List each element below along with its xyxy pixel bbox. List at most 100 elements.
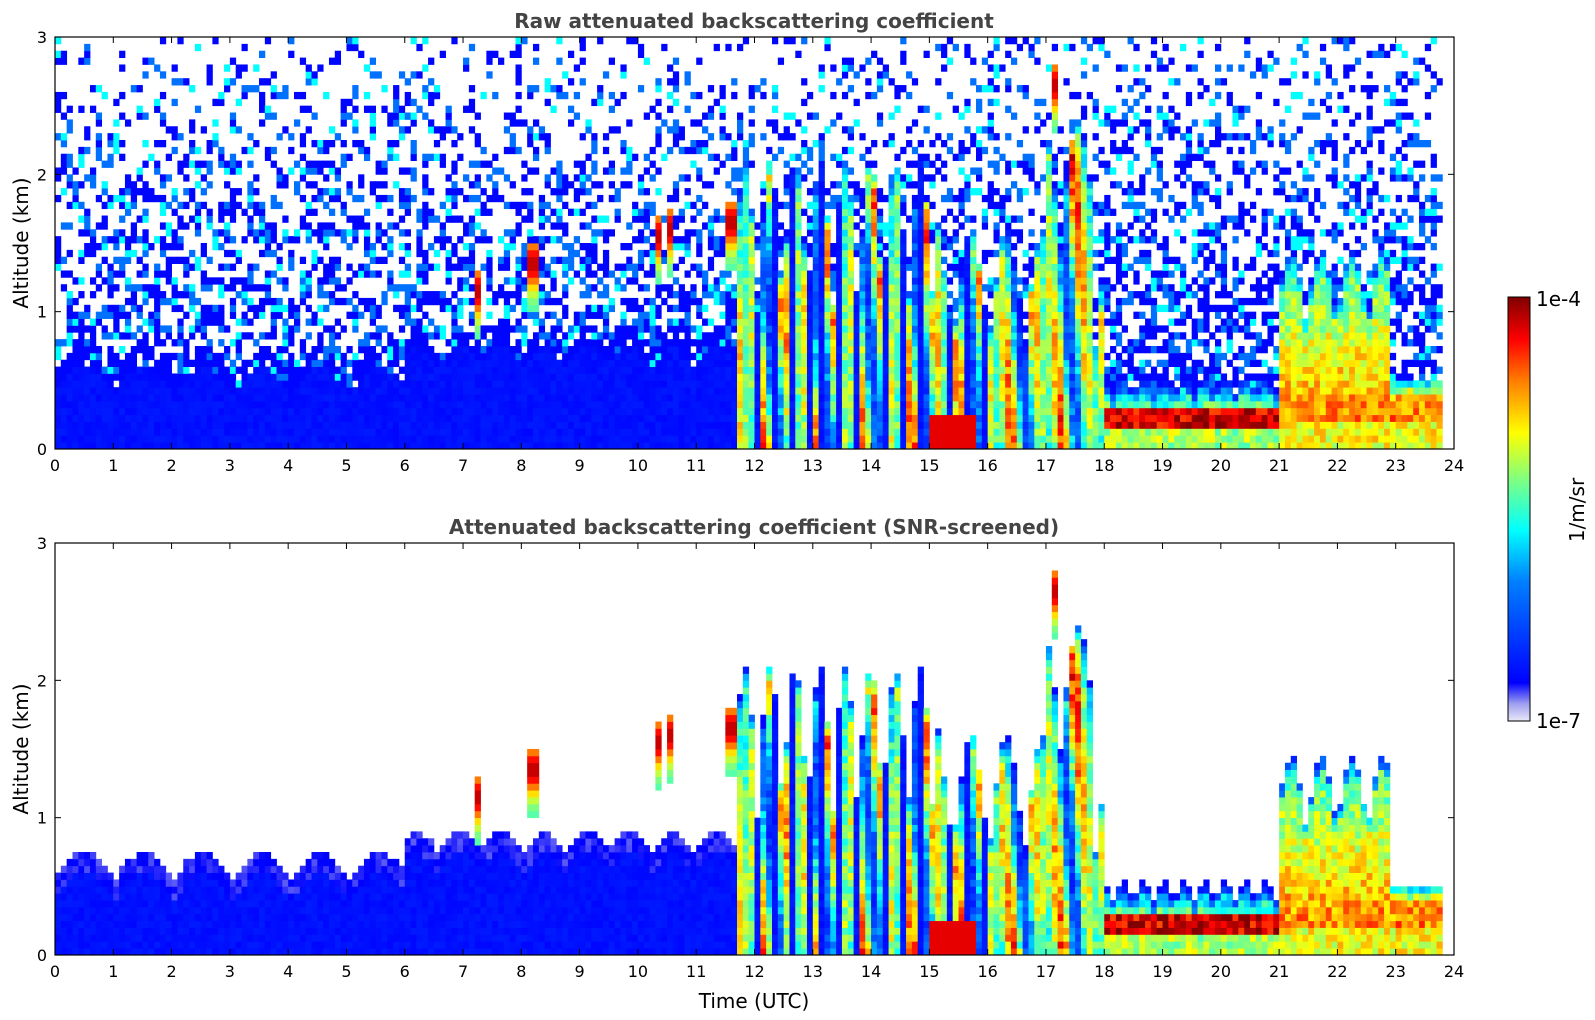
heatmap-cell (900, 146, 907, 155)
heatmap-cell (678, 387, 685, 395)
heatmap-cell (771, 291, 779, 299)
heatmap-cell (468, 311, 476, 319)
heatmap-cell (865, 208, 872, 216)
heatmap-cell (72, 442, 79, 449)
heatmap-cell (95, 346, 103, 354)
heatmap-cell (107, 428, 114, 436)
heatmap-cell (200, 421, 207, 429)
heatmap-cell (154, 400, 161, 409)
heatmap-cell (900, 373, 907, 381)
heatmap-cell (696, 229, 703, 237)
heatmap-cell (229, 160, 237, 168)
heatmap-cell (346, 380, 353, 388)
heatmap-cell (276, 181, 283, 189)
heatmap-cell (515, 339, 522, 347)
heatmap-cell (294, 394, 301, 402)
heatmap-cell (655, 428, 662, 436)
heatmap-cell (812, 256, 820, 264)
heatmap-cell (206, 284, 213, 292)
heatmap-cell (661, 339, 668, 347)
heatmap-cell (824, 346, 831, 354)
heatmap-cell (445, 366, 452, 374)
heatmap-cell (101, 380, 108, 388)
heatmap-cell (206, 414, 213, 422)
heatmap-cell (229, 435, 237, 443)
heatmap-cell (766, 256, 773, 264)
heatmap-cell (632, 332, 639, 340)
heatmap-cell (299, 428, 307, 436)
heatmap-cell (457, 442, 464, 449)
heatmap-cell (713, 435, 720, 443)
heatmap-cell (777, 270, 785, 278)
heatmap-cell (206, 318, 213, 326)
heatmap-cell (672, 215, 680, 223)
heatmap-cell (754, 373, 761, 381)
heatmap-cell (643, 394, 650, 402)
heatmap-cell (369, 57, 376, 65)
heatmap-cell (55, 407, 62, 416)
heatmap-cell (323, 394, 330, 402)
heatmap-cell (684, 249, 691, 258)
heatmap-cell (124, 359, 132, 367)
heatmap-cell (410, 167, 417, 175)
heatmap-cell (189, 387, 196, 395)
heatmap-cell (352, 387, 359, 395)
heatmap-cell (474, 407, 481, 416)
heatmap-cell (655, 112, 662, 120)
heatmap-cell (212, 119, 219, 127)
heatmap-cell (614, 346, 621, 354)
heatmap-cell (760, 243, 767, 251)
heatmap-cell (824, 277, 831, 285)
heatmap-cell (632, 277, 639, 285)
heatmap-cell (78, 387, 85, 395)
heatmap-cell (527, 380, 534, 388)
heatmap-cell (299, 277, 307, 285)
heatmap-cell (317, 284, 324, 292)
heatmap-cell (766, 201, 773, 210)
heatmap-cell (346, 346, 353, 354)
heatmap-cell (830, 394, 837, 402)
heatmap-cell (684, 229, 691, 237)
heatmap-cell (707, 263, 715, 271)
heatmap-cell (433, 407, 441, 416)
heatmap-cell (602, 71, 610, 79)
heatmap-cell (876, 387, 884, 395)
heatmap-cell (282, 277, 289, 285)
heatmap-cell (661, 373, 668, 381)
heatmap-cell (224, 160, 231, 168)
heatmap-cell (200, 332, 207, 340)
heatmap-cell (282, 318, 289, 326)
heatmap-cell (311, 71, 318, 79)
heatmap-cell (847, 380, 854, 388)
heatmap-cell (521, 263, 528, 271)
heatmap-cell (422, 428, 429, 436)
heatmap-cell (696, 57, 703, 65)
heatmap-cell (532, 332, 540, 340)
heatmap-cell (737, 373, 744, 381)
heatmap-cell (678, 366, 685, 374)
heatmap-cell (591, 256, 598, 264)
heatmap-cell (229, 188, 237, 196)
heatmap-cell (72, 167, 79, 175)
heatmap-cell (637, 215, 645, 223)
heatmap-cell (183, 394, 190, 402)
heatmap-cell (608, 400, 615, 409)
heatmap-cell (165, 387, 172, 395)
heatmap-cell (253, 394, 260, 402)
heatmap-cell (107, 304, 114, 313)
heatmap-cell (684, 188, 691, 196)
heatmap-cell (760, 407, 767, 416)
heatmap-cell (294, 304, 301, 313)
heatmap-cell (503, 311, 511, 319)
heatmap-cell (655, 98, 662, 107)
heatmap-cell (754, 297, 761, 306)
heatmap-cell (795, 373, 802, 381)
heatmap-cell (509, 380, 516, 388)
heatmap-cell (369, 421, 376, 429)
heatmap-cell (917, 270, 924, 278)
heatmap-cell (113, 133, 120, 141)
heatmap-cell (626, 414, 633, 422)
heatmap-cell (235, 352, 242, 361)
heatmap-cell (544, 181, 551, 189)
heatmap-cell (352, 421, 359, 429)
